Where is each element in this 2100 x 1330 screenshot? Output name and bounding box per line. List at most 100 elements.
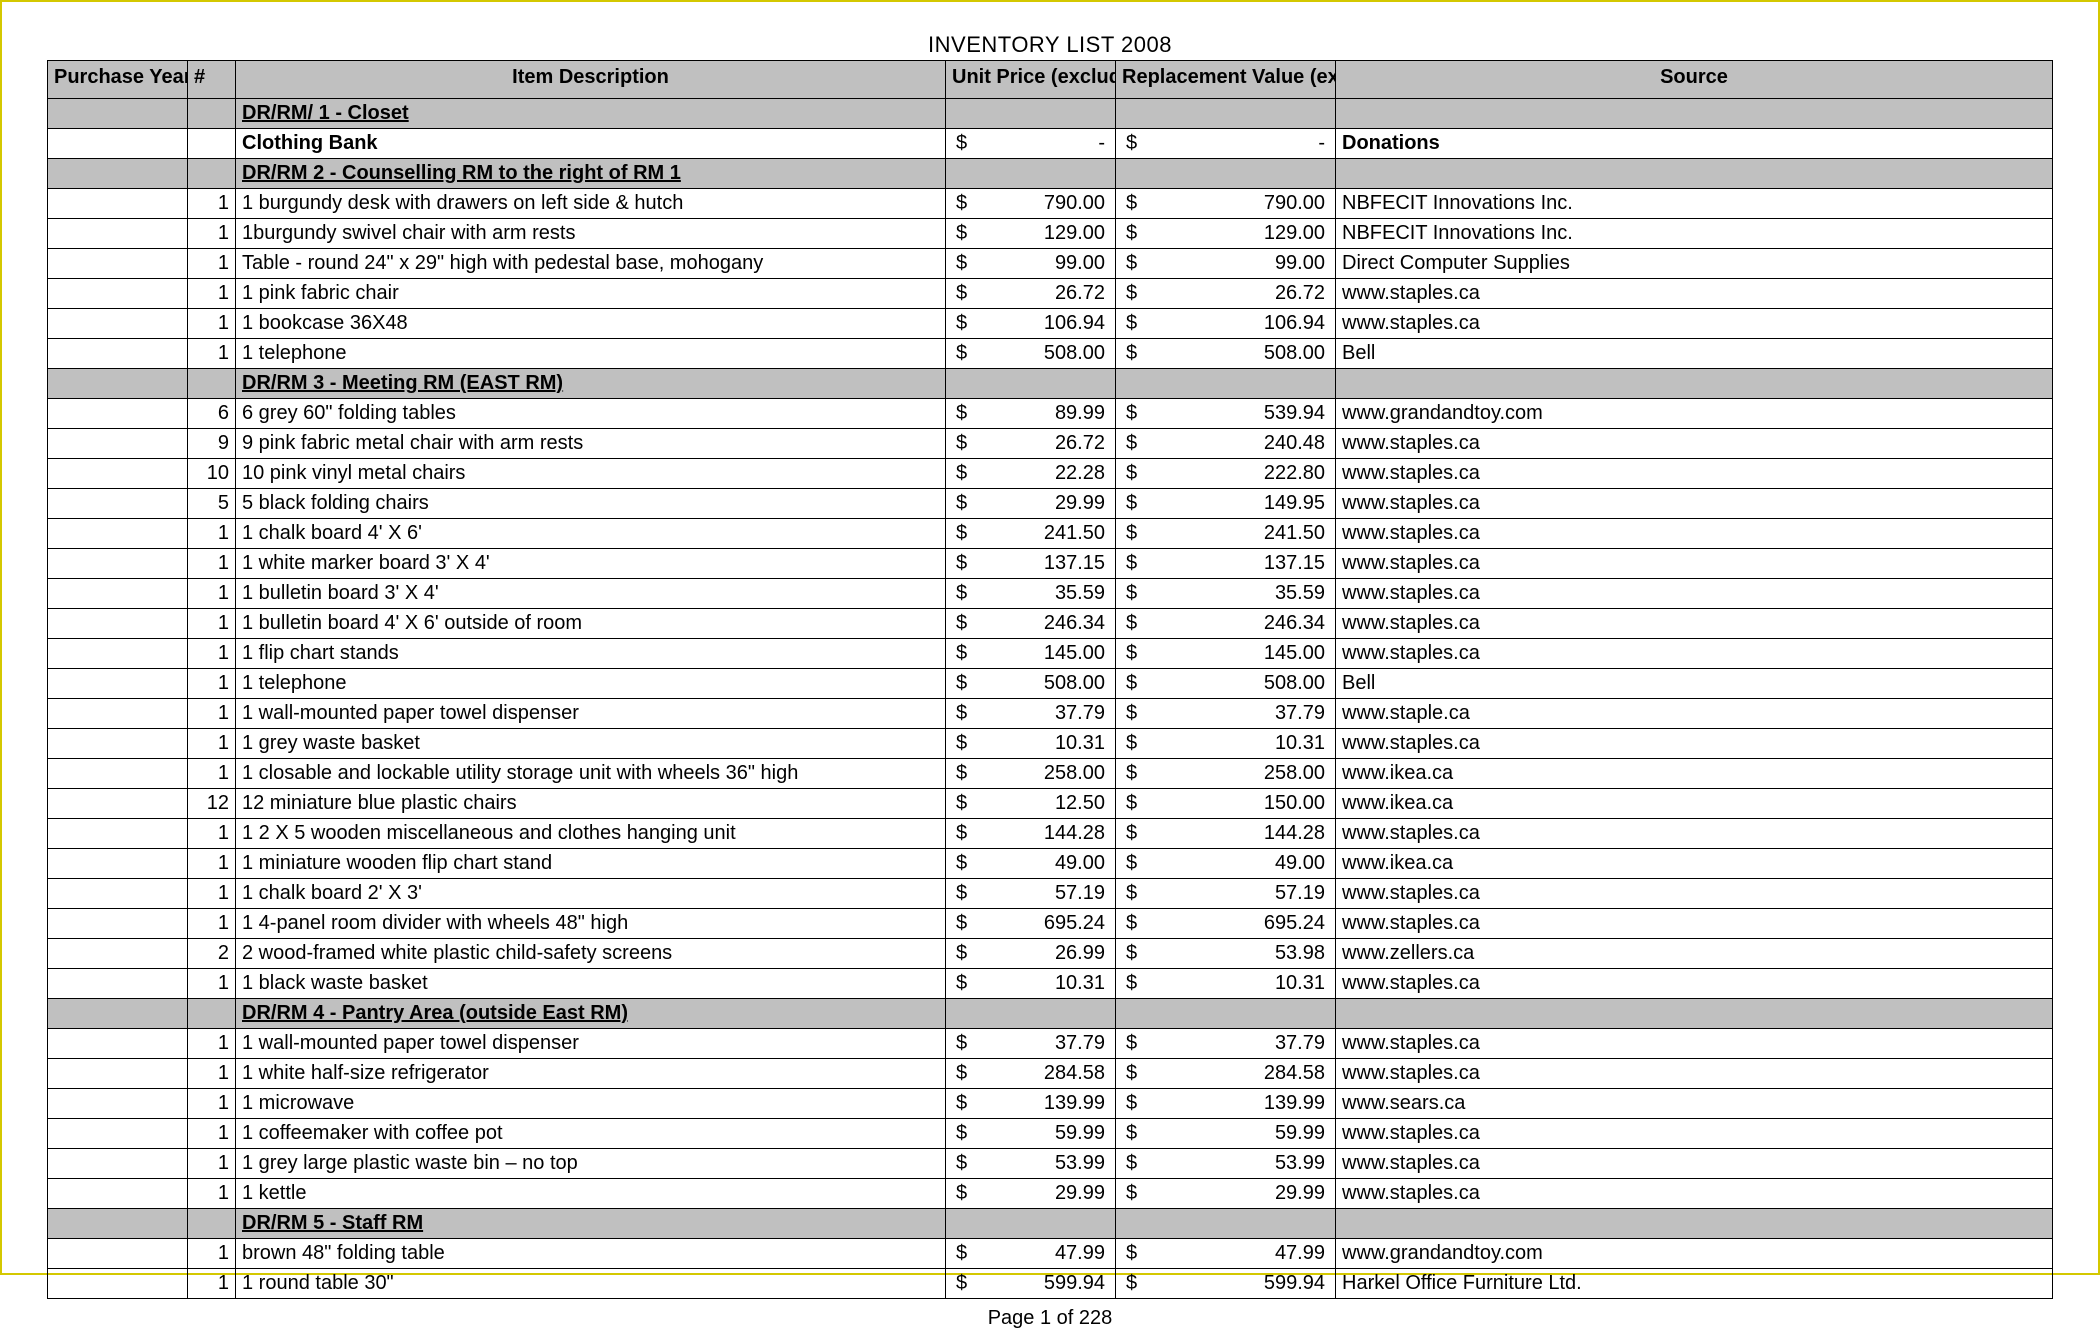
cell-hash: 1 bbox=[188, 249, 236, 279]
cell-unit: $89.99 bbox=[946, 399, 1116, 429]
table-row: 11 pink fabric chair$26.72$26.72www.stap… bbox=[48, 279, 2053, 309]
cell-repl: $144.28 bbox=[1116, 819, 1336, 849]
cell-year bbox=[48, 249, 188, 279]
table-row: 11 miniature wooden flip chart stand$49.… bbox=[48, 849, 2053, 879]
cell-hash bbox=[188, 999, 236, 1029]
cell-desc: 1 microwave bbox=[236, 1089, 946, 1119]
cell-source: www.ikea.ca bbox=[1336, 759, 2053, 789]
col-header-desc: Item Description bbox=[236, 61, 946, 99]
cell-source bbox=[1336, 369, 2053, 399]
cell-source: www.zellers.ca bbox=[1336, 939, 2053, 969]
cell-unit: $695.24 bbox=[946, 909, 1116, 939]
cell-year bbox=[48, 879, 188, 909]
cell-repl: $49.00 bbox=[1116, 849, 1336, 879]
cell-desc: 1 chalk board 2' X 3' bbox=[236, 879, 946, 909]
cell-source: www.staples.ca bbox=[1336, 1059, 2053, 1089]
col-header-source: Source bbox=[1336, 61, 2053, 99]
cell-unit: $12.50 bbox=[946, 789, 1116, 819]
cell-desc: DR/RM/ 1 - Closet bbox=[236, 99, 946, 129]
table-row: 11 coffeemaker with coffee pot$59.99$59.… bbox=[48, 1119, 2053, 1149]
table-row: 11 closable and lockable utility storage… bbox=[48, 759, 2053, 789]
cell-desc: 5 black folding chairs bbox=[236, 489, 946, 519]
cell-hash: 1 bbox=[188, 279, 236, 309]
cell-hash: 1 bbox=[188, 1059, 236, 1089]
cell-source: www.ikea.ca bbox=[1336, 849, 2053, 879]
cell-desc: 10 pink vinyl metal chairs bbox=[236, 459, 946, 489]
cell-hash bbox=[188, 1209, 236, 1239]
table-row: 11 wall-mounted paper towel dispenser$37… bbox=[48, 1029, 2053, 1059]
table-row: 1010 pink vinyl metal chairs$22.28$222.8… bbox=[48, 459, 2053, 489]
cell-source: www.staples.ca bbox=[1336, 489, 2053, 519]
cell-year bbox=[48, 129, 188, 159]
cell-repl: $139.99 bbox=[1116, 1089, 1336, 1119]
cell-source: www.staples.ca bbox=[1336, 519, 2053, 549]
cell-source bbox=[1336, 99, 2053, 129]
cell-desc: 1 wall-mounted paper towel dispenser bbox=[236, 699, 946, 729]
cell-year bbox=[48, 699, 188, 729]
cell-source bbox=[1336, 159, 2053, 189]
cell-repl: $599.94 bbox=[1116, 1269, 1336, 1299]
cell-desc: 1 black waste basket bbox=[236, 969, 946, 999]
cell-desc: 1 grey large plastic waste bin – no top bbox=[236, 1149, 946, 1179]
cell-desc: 1 round table 30" bbox=[236, 1269, 946, 1299]
table-row: 11 4-panel room divider with wheels 48" … bbox=[48, 909, 2053, 939]
cell-source: Bell bbox=[1336, 339, 2053, 369]
cell-desc: Clothing Bank bbox=[236, 129, 946, 159]
cell-hash: 1 bbox=[188, 729, 236, 759]
cell-year bbox=[48, 1119, 188, 1149]
cell-hash: 1 bbox=[188, 1269, 236, 1299]
cell-source: www.staple.ca bbox=[1336, 699, 2053, 729]
cell-year bbox=[48, 1029, 188, 1059]
table-row: 55 black folding chairs$29.99$149.95www.… bbox=[48, 489, 2053, 519]
cell-hash: 1 bbox=[188, 579, 236, 609]
cell-source: Donations bbox=[1336, 129, 2053, 159]
cell-desc: 1 flip chart stands bbox=[236, 639, 946, 669]
cell-year bbox=[48, 969, 188, 999]
cell-year bbox=[48, 489, 188, 519]
cell-hash: 1 bbox=[188, 699, 236, 729]
cell-unit: $241.50 bbox=[946, 519, 1116, 549]
cell-unit: $129.00 bbox=[946, 219, 1116, 249]
cell-repl: $508.00 bbox=[1116, 339, 1336, 369]
cell-repl: $37.79 bbox=[1116, 699, 1336, 729]
table-row: DR/RM 4 - Pantry Area (outside East RM) bbox=[48, 999, 2053, 1029]
cell-repl: $53.98 bbox=[1116, 939, 1336, 969]
cell-unit: $508.00 bbox=[946, 669, 1116, 699]
cell-source: www.staples.ca bbox=[1336, 879, 2053, 909]
cell-year bbox=[48, 1239, 188, 1269]
cell-repl: $47.99 bbox=[1116, 1239, 1336, 1269]
cell-hash: 5 bbox=[188, 489, 236, 519]
page-title: INVENTORY LIST 2008 bbox=[47, 32, 2053, 58]
cell-desc: DR/RM 2 - Counselling RM to the right of… bbox=[236, 159, 946, 189]
cell-source: www.staples.ca bbox=[1336, 279, 2053, 309]
cell-repl: $53.99 bbox=[1116, 1149, 1336, 1179]
cell-repl: $539.94 bbox=[1116, 399, 1336, 429]
cell-repl bbox=[1116, 369, 1336, 399]
cell-hash: 1 bbox=[188, 759, 236, 789]
cell-unit: $- bbox=[946, 129, 1116, 159]
cell-year bbox=[48, 789, 188, 819]
table-row: Clothing Bank$-$-Donations bbox=[48, 129, 2053, 159]
cell-source: www.staples.ca bbox=[1336, 1179, 2053, 1209]
cell-hash: 1 bbox=[188, 549, 236, 579]
table-row: 1Table - round 24" x 29" high with pedes… bbox=[48, 249, 2053, 279]
cell-repl: $106.94 bbox=[1116, 309, 1336, 339]
cell-hash: 9 bbox=[188, 429, 236, 459]
cell-year bbox=[48, 999, 188, 1029]
cell-hash: 1 bbox=[188, 219, 236, 249]
cell-hash bbox=[188, 159, 236, 189]
cell-unit: $284.58 bbox=[946, 1059, 1116, 1089]
cell-hash: 1 bbox=[188, 339, 236, 369]
cell-year bbox=[48, 609, 188, 639]
cell-unit: $790.00 bbox=[946, 189, 1116, 219]
cell-unit bbox=[946, 159, 1116, 189]
cell-unit: $26.72 bbox=[946, 429, 1116, 459]
cell-source: Bell bbox=[1336, 669, 2053, 699]
cell-unit bbox=[946, 369, 1116, 399]
table-row: 11 grey large plastic waste bin – no top… bbox=[48, 1149, 2053, 1179]
cell-desc: 1 telephone bbox=[236, 669, 946, 699]
cell-source: www.grandandtoy.com bbox=[1336, 399, 2053, 429]
cell-hash bbox=[188, 129, 236, 159]
cell-desc: 1 bulletin board 4' X 6' outside of room bbox=[236, 609, 946, 639]
cell-repl: $37.79 bbox=[1116, 1029, 1336, 1059]
